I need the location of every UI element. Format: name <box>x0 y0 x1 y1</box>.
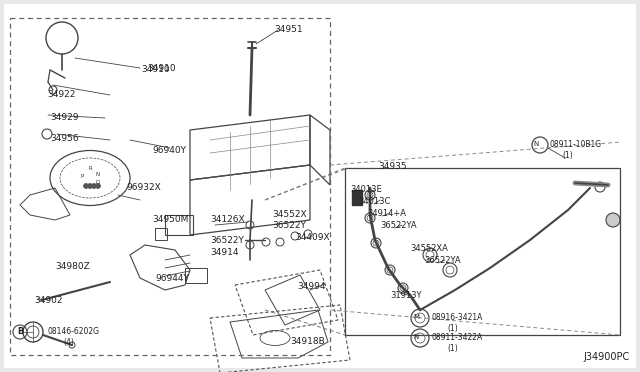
Text: B: B <box>17 327 23 337</box>
Text: 34935: 34935 <box>378 162 406 171</box>
Text: 96940Y: 96940Y <box>152 146 186 155</box>
Text: N: N <box>533 141 539 147</box>
Circle shape <box>92 183 97 189</box>
Text: (4): (4) <box>63 338 74 347</box>
Text: (1): (1) <box>447 324 458 333</box>
Text: 34922: 34922 <box>47 90 76 99</box>
Text: (1): (1) <box>447 344 458 353</box>
Text: 34956: 34956 <box>50 134 79 143</box>
Text: N: N <box>413 334 419 340</box>
Text: 34126X: 34126X <box>210 215 244 224</box>
Bar <box>345 168 620 335</box>
Circle shape <box>606 213 620 227</box>
Text: (1): (1) <box>562 151 573 160</box>
Text: 34929: 34929 <box>50 113 79 122</box>
Text: 08911-3422A: 08911-3422A <box>432 333 483 342</box>
Text: 34914+A: 34914+A <box>367 209 406 218</box>
Polygon shape <box>352 190 362 205</box>
Bar <box>155 228 167 240</box>
Text: 96944Y: 96944Y <box>155 274 189 283</box>
Circle shape <box>83 183 88 189</box>
Text: M: M <box>413 314 419 320</box>
Text: 36522Y: 36522Y <box>210 236 244 245</box>
Text: 34980Z: 34980Z <box>55 262 90 271</box>
Text: 34910: 34910 <box>147 64 175 73</box>
Text: J34900PC: J34900PC <box>584 352 630 362</box>
Text: 34918B: 34918B <box>290 337 324 346</box>
Text: 34950M: 34950M <box>152 215 188 224</box>
Bar <box>185 268 207 283</box>
Bar <box>165 215 193 235</box>
Text: 34910: 34910 <box>141 65 170 74</box>
Text: 34409X: 34409X <box>295 233 330 242</box>
Text: 31913Y: 31913Y <box>390 291 422 300</box>
Text: 08911-10B1G: 08911-10B1G <box>550 140 602 149</box>
Text: 34914: 34914 <box>210 248 239 257</box>
Text: 36522Y: 36522Y <box>272 221 306 230</box>
Circle shape <box>88 183 93 189</box>
Bar <box>10 18 330 355</box>
Text: R: R <box>88 166 92 170</box>
Text: 34951: 34951 <box>274 25 303 34</box>
Text: P: P <box>81 173 84 179</box>
Text: 34994: 34994 <box>297 282 326 291</box>
Text: 34013E: 34013E <box>350 185 381 194</box>
Text: 34552X: 34552X <box>272 210 307 219</box>
Text: 34902: 34902 <box>34 296 63 305</box>
Text: 08916-3421A: 08916-3421A <box>432 313 483 322</box>
Text: 34552XA: 34552XA <box>410 244 448 253</box>
Text: 36522YA: 36522YA <box>424 256 461 265</box>
Text: D: D <box>96 180 100 185</box>
Text: 96932X: 96932X <box>126 183 161 192</box>
Text: 08146-6202G: 08146-6202G <box>47 327 99 336</box>
Text: 36522YA: 36522YA <box>380 221 417 230</box>
Circle shape <box>95 183 100 189</box>
Text: N: N <box>96 171 100 176</box>
Text: 34013C: 34013C <box>358 197 390 206</box>
